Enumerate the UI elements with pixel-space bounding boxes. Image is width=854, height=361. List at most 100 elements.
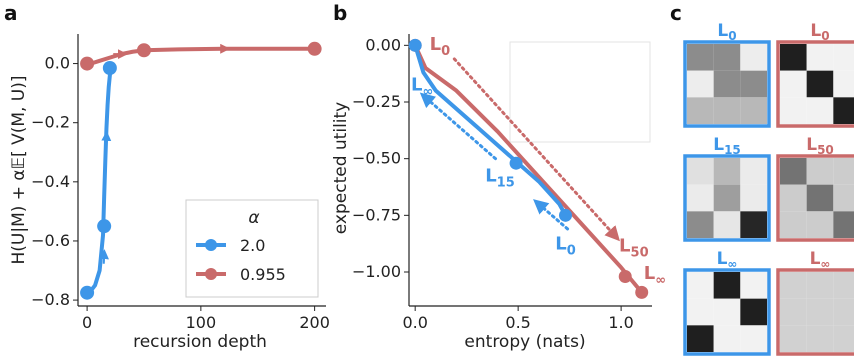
matrix-cell [740, 325, 767, 352]
matrix-cell [687, 185, 714, 212]
matrix-cell [833, 71, 854, 98]
matrix-cell [714, 211, 741, 238]
panel-a-y-tick-label: −0.8 [31, 290, 70, 309]
legend-title: α [248, 208, 259, 228]
matrix-cell [714, 97, 741, 124]
matrix-cell [687, 272, 714, 299]
matrix-cell [807, 97, 834, 124]
matrix-red-50: L50 [778, 135, 854, 240]
panel-a-y-tick-label: 0.0 [45, 54, 70, 73]
matrix-cell [780, 71, 807, 98]
series-marker-2.0 [103, 61, 117, 75]
series-line-2.0 [87, 65, 112, 293]
matrix-cell [780, 97, 807, 124]
panel-a-y-tick-label: −0.6 [31, 231, 70, 250]
matrix-cell [807, 299, 834, 326]
matrix-red-0: L0 [778, 21, 854, 126]
matrix-cell [807, 158, 834, 185]
legend-marker-0.955 [205, 268, 217, 280]
panel-b-y-label: expected utility [331, 102, 351, 234]
matrix-cell [687, 211, 714, 238]
matrix-cell [807, 272, 834, 299]
panel-b-x-label: entropy (nats) [464, 332, 585, 352]
trajectory-marker [510, 157, 523, 170]
series-marker-0.955 [308, 42, 322, 56]
matrix-cell [780, 158, 807, 185]
panel-b-x-tick-label: 1.0 [608, 313, 633, 332]
matrix-cell [714, 272, 741, 299]
matrix-cell [807, 44, 834, 71]
matrix-cell [687, 97, 714, 124]
matrix-cell [687, 299, 714, 326]
policy-label: L∞ [411, 75, 433, 100]
matrix-cell [833, 185, 854, 212]
panel-a-y-label: H(U|M) + α𝔼[ V(M, U)] [9, 75, 29, 264]
matrix-cell [687, 44, 714, 71]
legend-entry-0.955: 0.955 [240, 265, 286, 284]
matrix-cell [714, 325, 741, 352]
matrix-cell [740, 211, 767, 238]
matrix-cell [714, 185, 741, 212]
matrix-cell [833, 97, 854, 124]
matrix-cell [687, 71, 714, 98]
panel-b-y-tick-label: −0.75 [352, 205, 401, 224]
panel-b-y-tick-label: −1.00 [352, 262, 401, 281]
panel-c-matrices: L0 L0 L15 L50 L∞ L∞ [685, 21, 854, 354]
matrix-cell [780, 185, 807, 212]
matrix-cell [833, 325, 854, 352]
policy-label: L0 [555, 233, 576, 258]
matrix-blue-∞: L∞ [685, 249, 769, 354]
matrix-cell [740, 97, 767, 124]
series-marker-2.0 [97, 219, 111, 233]
policy-label: L50 [619, 236, 649, 261]
panel-label-a: a [4, 1, 18, 25]
trajectory-marker [619, 270, 632, 283]
matrix-cell [833, 211, 854, 238]
legend-entry-2.0: 2.0 [240, 236, 265, 255]
matrix-cell [807, 71, 834, 98]
panel-b-x-tick-label: 0.0 [402, 313, 427, 332]
policy-label: L0 [430, 34, 451, 59]
matrix-red-∞: L∞ [778, 249, 854, 354]
panel-label-c: c [670, 1, 682, 25]
matrix-cell [740, 299, 767, 326]
trajectory-line [415, 45, 565, 215]
matrix-cell [714, 299, 741, 326]
dotted-direction-arrow [454, 59, 615, 236]
trajectory-marker [635, 286, 648, 299]
panel-b-y-tick-label: −0.50 [352, 149, 401, 168]
matrix-cell [714, 71, 741, 98]
matrix-cell [687, 158, 714, 185]
matrix-cell [740, 272, 767, 299]
panel-a-x-tick-label: 200 [299, 313, 330, 332]
legend-marker-2.0 [205, 239, 217, 251]
matrix-cell [780, 44, 807, 71]
trajectory-line [415, 45, 642, 292]
matrix-cell [833, 299, 854, 326]
matrix-cell [740, 71, 767, 98]
series-line-0.955 [87, 49, 315, 64]
matrix-cell [714, 158, 741, 185]
series-marker-2.0 [80, 286, 94, 300]
policy-label: L∞ [644, 263, 666, 288]
matrix-label: L15 [713, 135, 741, 157]
series-marker-0.955 [80, 57, 94, 71]
panel-b-y-tick-label: −0.25 [352, 92, 401, 111]
panel-b-y-tick-label: 0.00 [365, 35, 401, 54]
matrix-blue-0: L0 [685, 21, 769, 126]
matrix-label: L50 [806, 135, 834, 157]
matrix-cell [714, 44, 741, 71]
matrix-cell [807, 325, 834, 352]
matrix-label: L0 [717, 21, 736, 43]
matrix-cell [780, 299, 807, 326]
matrix-cell [833, 272, 854, 299]
matrix-cell [687, 325, 714, 352]
matrix-label: L∞ [810, 249, 831, 271]
trajectory-marker [559, 209, 572, 222]
panel-a-y-tick-label: −0.2 [31, 113, 70, 132]
matrix-label: L∞ [717, 249, 738, 271]
matrix-label: L0 [810, 21, 829, 43]
matrix-cell [780, 211, 807, 238]
